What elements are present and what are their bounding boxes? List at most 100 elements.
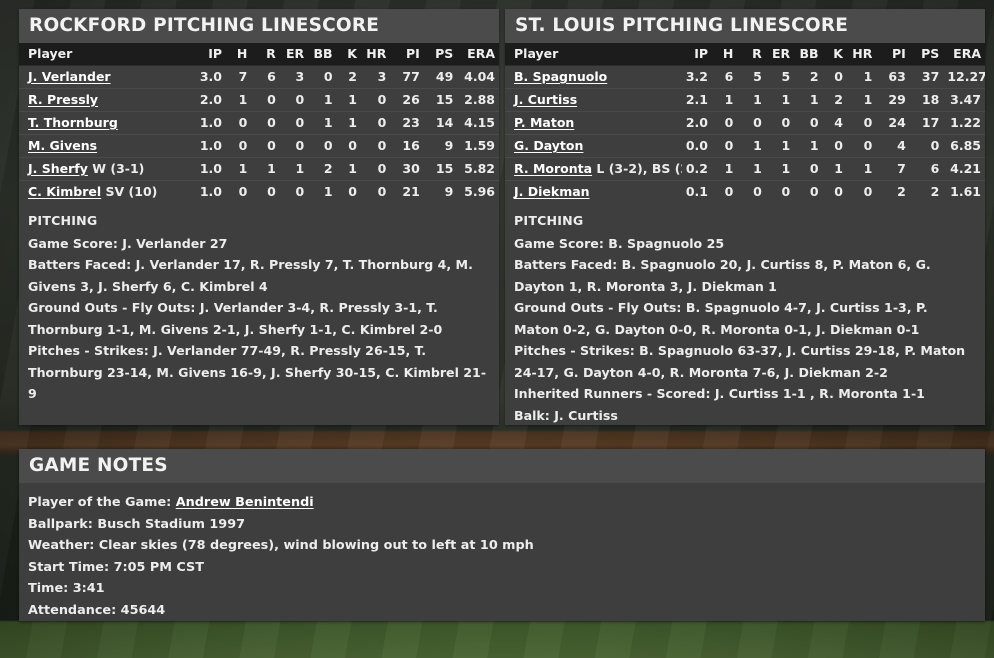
player-link[interactable]: B. Spagnuolo (514, 69, 608, 84)
cell-era: 2.88 (457, 87, 499, 111)
detail-label: Batters Faced: (514, 257, 618, 272)
table-row: R. Pressly 2.0 1 0 0 1 1 0 26 15 2.88 (19, 87, 499, 111)
cell-ps: 37 (909, 64, 944, 88)
cell-era: 12.27 (943, 64, 985, 88)
player-link[interactable]: J. Verlander (28, 69, 111, 84)
column-header-ip[interactable]: IP (195, 43, 226, 65)
stlouis-linescore-table: Player IP H R ER BB K HR PI PS ERA B. Sp… (505, 43, 985, 203)
player-of-the-game-link[interactable]: Andrew Benintendi (175, 495, 314, 510)
table-row: R. Moronta L (3-2), BS (2)0.2111011764.2… (505, 156, 985, 180)
cell-ps: 0 (909, 133, 944, 157)
column-header-er[interactable]: ER (765, 43, 795, 65)
cell-er: 1 (765, 133, 795, 157)
column-header-h[interactable]: H (226, 43, 252, 65)
column-header-player[interactable]: Player (505, 43, 682, 65)
column-header-k[interactable]: K (822, 43, 847, 65)
cell-ps: 14 (423, 110, 458, 134)
cell-h: 0 (226, 110, 252, 134)
column-header-era[interactable]: ERA (943, 43, 985, 65)
column-header-hr[interactable]: HR (846, 43, 877, 65)
player-link[interactable]: M. Givens (28, 138, 98, 153)
cell-pi: 26 (390, 87, 424, 111)
cell-era: 4.15 (457, 110, 499, 134)
player-link[interactable]: C. Kimbrel (28, 184, 102, 200)
cell-hr: 0 (360, 179, 391, 203)
cell-player: M. Givens (19, 133, 196, 157)
column-header-ps[interactable]: PS (909, 43, 944, 65)
cell-era: 6.85 (943, 133, 985, 157)
cell-player: B. Spagnuolo (505, 64, 682, 88)
column-header-ip[interactable]: IP (681, 43, 712, 65)
cell-k: 0 (336, 133, 361, 157)
game-note-value: 7:05 PM CST (113, 559, 204, 575)
cell-player: T. Thornburg (19, 110, 196, 134)
cell-r: 0 (251, 87, 280, 111)
pitcher-decision: L (3-2), BS (2) (596, 161, 681, 176)
player-link[interactable]: J. Diekman (514, 184, 590, 200)
column-header-er[interactable]: ER (279, 43, 309, 65)
column-header-hr[interactable]: HR (360, 43, 391, 65)
player-link[interactable]: G. Dayton (514, 138, 584, 153)
cell-bb: 1 (794, 133, 823, 157)
column-header-pi[interactable]: PI (876, 43, 910, 65)
cell-h: 1 (712, 87, 738, 111)
cell-era: 4.21 (943, 156, 985, 180)
cell-ps: 49 (423, 64, 458, 88)
cell-er: 0 (279, 179, 309, 203)
cell-hr: 0 (360, 110, 391, 134)
rockford-pitching-panel: ROCKFORD PITCHING LINESCORE Player IP H … (19, 9, 499, 425)
cell-h: 1 (712, 156, 738, 180)
cell-ps: 6 (909, 156, 944, 180)
game-notes-panel: GAME NOTES Player of the Game: Andrew Be… (19, 449, 985, 621)
detail-label: Ground Outs - Fly Outs: (514, 300, 682, 315)
player-link[interactable]: J. Curtiss (514, 92, 578, 107)
table-row: J. Sherfy W (3-1) 1.0 1 1 1 2 1 0 30 15 5.82 (19, 156, 499, 180)
table-row: C. Kimbrel SV (10) 1.0 0 0 0 1 0 0 21 9 5.96 (19, 179, 499, 203)
rockford-linescore-table: Player IP H R ER BB K HR PI PS ERA J. Ve… (19, 43, 499, 203)
game-notes-title: GAME NOTES (19, 449, 985, 483)
player-link[interactable]: R. Pressly (28, 92, 99, 107)
player-link[interactable]: R. Moronta (514, 161, 593, 176)
column-header-h[interactable]: H (712, 43, 738, 65)
player-link[interactable]: J. Sherfy (28, 161, 88, 176)
column-header-bb[interactable]: BB (308, 43, 337, 65)
column-header-player[interactable]: Player (19, 43, 196, 65)
column-header-r[interactable]: R (737, 43, 766, 65)
column-header-era[interactable]: ERA (457, 43, 499, 65)
column-header-pi[interactable]: PI (390, 43, 424, 65)
cell-k: 0 (822, 64, 847, 88)
stlouis-panel-title: ST. LOUIS PITCHING LINESCORE (505, 9, 985, 43)
detail-ground-fly-outs: Ground Outs - Fly Outs: J. Verlander 3-4… (28, 297, 490, 340)
cell-pi: 4 (876, 133, 910, 157)
game-note-row: Time: 3:41 (28, 578, 976, 600)
game-note-row: Ballpark: Busch Stadium 1997 (28, 514, 976, 536)
table-row: T. Thornburg 1.0 0 0 0 1 1 0 23 14 4.15 (19, 110, 499, 134)
column-header-r[interactable]: R (251, 43, 280, 65)
player-link[interactable]: P. Maton (514, 115, 575, 130)
cell-player: J. Sherfy W (3-1) (19, 156, 196, 180)
cell-era: 5.82 (457, 156, 499, 180)
cell-bb: 0 (794, 110, 823, 134)
cell-hr: 3 (360, 64, 391, 88)
cell-k: 4 (822, 110, 847, 134)
player-link[interactable]: T. Thornburg (28, 115, 118, 130)
cell-r: 0 (251, 110, 280, 134)
column-header-k[interactable]: K (336, 43, 361, 65)
cell-player: R. Pressly (19, 87, 196, 111)
column-header-ps[interactable]: PS (423, 43, 458, 65)
cell-r: 0 (251, 179, 280, 203)
cell-er: 3 (279, 64, 309, 88)
table-header-row: Player IP H R ER BB K HR PI PS ERA (19, 43, 499, 65)
cell-hr: 0 (846, 133, 877, 157)
table-header-row: Player IP H R ER BB K HR PI PS ERA (505, 43, 985, 65)
cell-pi: 7 (876, 156, 910, 180)
cell-bb: 1 (308, 87, 337, 111)
cell-hr: 0 (360, 156, 391, 180)
column-header-bb[interactable]: BB (794, 43, 823, 65)
game-note-value: Busch Stadium 1997 (97, 516, 246, 532)
cell-hr: 1 (846, 156, 877, 180)
detail-pitches-strikes: Pitches - Strikes: J. Verlander 77-49, R… (28, 340, 490, 405)
stlouis-pitching-panel: ST. LOUIS PITCHING LINESCORE Player IP H… (505, 9, 985, 425)
cell-pi: 63 (876, 64, 910, 88)
detail-game-score: Game Score: J. Verlander 27 (28, 233, 490, 255)
